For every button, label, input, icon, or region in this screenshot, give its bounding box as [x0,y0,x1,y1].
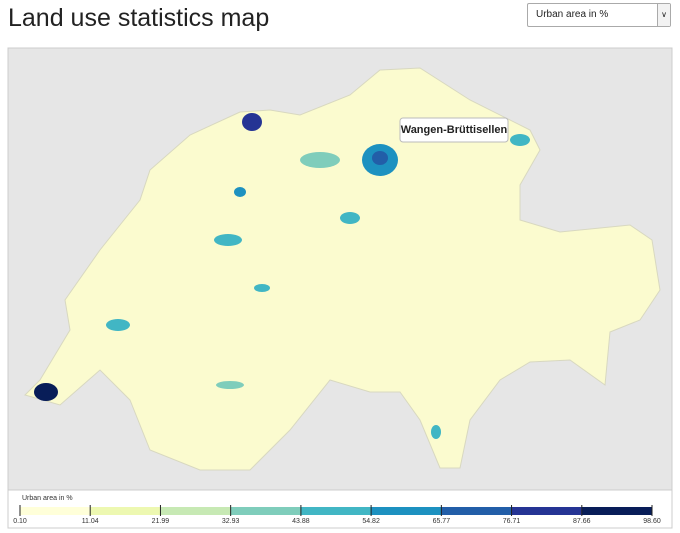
region[interactable] [214,234,242,246]
legend-title: Urban area in % [22,495,73,502]
legend-swatch [160,507,231,515]
legend-tick-label: 98.60 [643,518,661,525]
region[interactable] [300,152,340,168]
region[interactable] [106,319,130,331]
region[interactable] [34,383,58,401]
legend-swatch [20,507,91,515]
legend-tick-label: 21.99 [152,518,170,525]
tooltip: Wangen-Brüttisellen [401,124,508,136]
dropdown[interactable]: Urban area in % ∨ [527,3,671,27]
legend-tick-label: 87.66 [573,518,591,525]
dropdown-arrow[interactable]: ∨ [657,4,670,26]
legend-tick-label: 43.88 [292,518,310,525]
region[interactable] [510,134,530,146]
legend-tick-label: 76.71 [503,518,521,525]
legend-swatch [230,507,301,515]
region[interactable] [234,187,246,197]
region[interactable] [431,425,441,439]
legend-tick-label: 65.77 [433,518,451,525]
legend-swatch [371,507,442,515]
legend-swatch [581,507,652,515]
dropdown-label: Urban area in % [536,9,609,20]
page-title: Land use statistics map [8,4,270,32]
legend-tick-label: 11.04 [82,518,99,525]
tooltip-box [399,117,509,143]
region[interactable] [242,113,262,131]
legend: 0.10 11.04 21.99 32.93 43.88 54.82 65.77 76.71 8… [13,505,661,525]
region[interactable] [254,284,270,292]
legend-swatch [300,507,372,515]
legend-swatch [511,507,582,515]
legend-tick-label: 0.10 [13,518,27,525]
legend-swatch [90,507,161,515]
country[interactable] [24,67,661,471]
urban-areas [34,113,530,439]
region[interactable] [216,381,244,389]
region[interactable] [372,151,388,165]
legend-tick-label: 32.93 [222,518,240,525]
region[interactable] [340,212,360,224]
legend-tick-label: 54.82 [362,518,380,525]
legend-swatch [441,507,512,515]
